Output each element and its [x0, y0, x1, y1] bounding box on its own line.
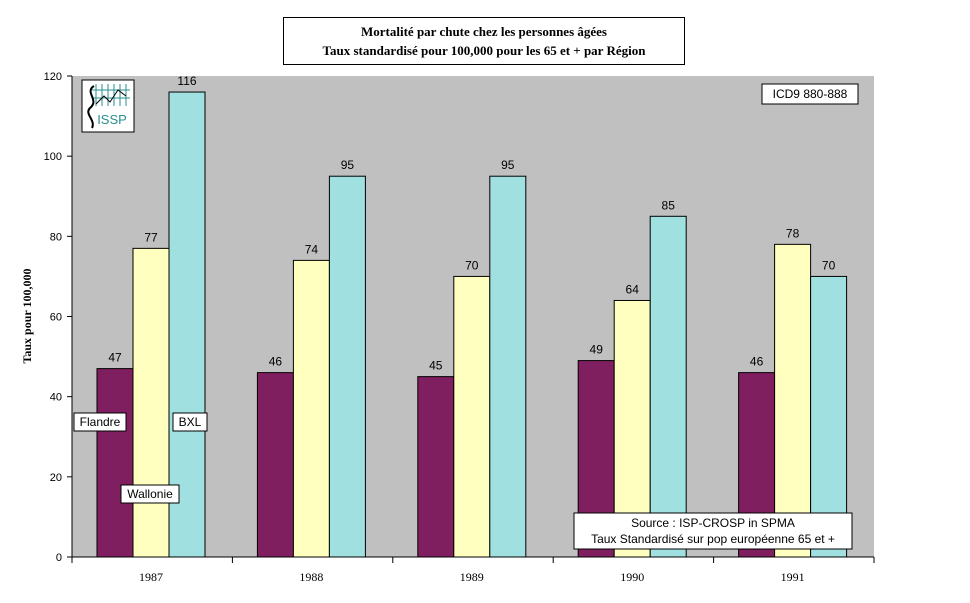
icd-code-box: ICD9 880-888 [761, 83, 859, 105]
data-label-flandre-1988: 46 [269, 355, 283, 369]
bar-wallonie-1988 [292, 259, 330, 558]
chart-title: Mortalité par chute chez les personnes â… [361, 24, 607, 39]
series-label-wallonie-text: Wallonie [127, 487, 173, 501]
y-tick-label-0: 0 [56, 552, 62, 564]
data-label-bxl-1989: 95 [501, 158, 515, 172]
data-label-flandre-1987: 47 [108, 351, 122, 365]
x-tick-label-1990: 1990 [620, 570, 644, 584]
data-label-bxl-1987: 116 [177, 74, 196, 88]
y-tick-label-20: 20 [50, 472, 62, 484]
bar-wallonie-1991 [774, 243, 812, 558]
y-axis-label: Taux pour 100,000 [20, 268, 34, 363]
y-tick-label-80: 80 [50, 231, 62, 243]
x-tick-label-1991: 1991 [781, 570, 805, 584]
data-label-wallonie-1987: 77 [144, 230, 158, 244]
isp-logo: ISSP [81, 79, 135, 133]
bar-flandre-1988 [256, 372, 294, 558]
series-label-flandre: Flandre [73, 412, 127, 432]
series-label-bxl-text: BXL [179, 415, 202, 429]
chart-title-box: Mortalité par chute chez les personnes â… [283, 17, 685, 65]
x-tick-label-1988: 1988 [299, 570, 323, 584]
source-line-2: Taux Standardisé sur pop européenne 65 e… [591, 532, 835, 546]
bar-bxl-1989 [489, 175, 527, 558]
bar-bxl-1991 [810, 275, 848, 558]
icd-code-text: ICD9 880-888 [773, 87, 848, 101]
series-label-flandre-text: Flandre [80, 415, 121, 429]
isp-logo-text: ISSP [97, 112, 127, 127]
data-label-flandre-1991: 46 [750, 355, 764, 369]
chart-subtitle: Taux standardisé pour 100,000 pour les 6… [322, 43, 646, 58]
x-tick-label-1987: 1987 [139, 570, 163, 584]
source-line-1: Source : ISP-CROSP in SPMA [631, 516, 795, 530]
y-tick-label-100: 100 [44, 151, 62, 163]
bar-bxl-1987 [168, 91, 206, 558]
bar-bxl-1990 [649, 215, 687, 558]
data-label-flandre-1990: 49 [590, 343, 604, 357]
y-tick-label-40: 40 [50, 392, 62, 404]
data-label-wallonie-1990: 64 [626, 282, 640, 296]
y-tick-label-60: 60 [50, 312, 62, 324]
bar-wallonie-1989 [453, 275, 491, 558]
bar-flandre-1987 [96, 368, 134, 558]
data-label-wallonie-1988: 74 [305, 242, 319, 256]
series-label-bxl: BXL [172, 412, 208, 432]
data-label-bxl-1988: 95 [341, 158, 355, 172]
data-label-bxl-1991: 70 [822, 258, 836, 272]
y-tick-label-120: 120 [44, 71, 62, 83]
x-tick-label-1989: 1989 [460, 570, 484, 584]
data-label-bxl-1990: 85 [662, 198, 676, 212]
bar-flandre-1989 [417, 376, 455, 558]
bar-bxl-1988 [328, 175, 366, 558]
data-label-flandre-1989: 45 [429, 359, 443, 373]
bar-wallonie-1987 [132, 247, 170, 558]
series-label-wallonie: Wallonie [120, 484, 180, 504]
data-label-wallonie-1991: 78 [786, 226, 800, 240]
source-box: Source : ISP-CROSP in SPMA Taux Standard… [573, 512, 853, 550]
data-label-wallonie-1989: 70 [465, 258, 479, 272]
